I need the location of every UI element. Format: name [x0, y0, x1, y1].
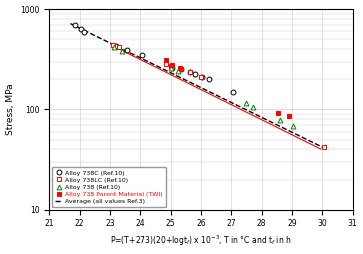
Alloy 738LC (Ref.10): [117, 46, 121, 49]
Average (all values Ref.3): [221, 97, 225, 100]
Alloy 738 (Ref.10): [291, 125, 295, 128]
Alloy 738 (Ref.10): [244, 102, 249, 105]
Alloy 738C (Ref.10): [231, 90, 235, 93]
Alloy 738C (Ref.10): [73, 24, 77, 27]
Alloy 738LC (Ref.10): [188, 70, 192, 73]
Alloy 738 Parent Material (TWI): [178, 66, 182, 69]
Alloy 738LC (Ref.10): [199, 75, 203, 78]
Alloy 738 (Ref.10): [120, 49, 124, 52]
Alloy 738LC (Ref.10): [164, 62, 168, 65]
Average (all values Ref.3): [302, 137, 306, 140]
Line: Alloy 738 Parent Material (TWI): Alloy 738 Parent Material (TWI): [164, 58, 291, 119]
Alloy 738 (Ref.10): [250, 106, 255, 109]
Alloy 738C (Ref.10): [188, 71, 192, 74]
Legend: Alloy 738C (Ref.10), Alloy 738LC (Ref.10), Alloy 738 (Ref.10), Alloy 738 Parent : Alloy 738C (Ref.10), Alloy 738LC (Ref.10…: [52, 167, 166, 207]
Line: Average (all values Ref.3): Average (all values Ref.3): [70, 24, 329, 150]
Alloy 738C (Ref.10): [193, 73, 197, 76]
Alloy 738C (Ref.10): [140, 53, 144, 56]
Alloy 738C (Ref.10): [125, 48, 129, 51]
Alloy 738C (Ref.10): [170, 66, 174, 69]
Alloy 738 Parent Material (TWI): [287, 115, 291, 118]
Alloy 738 (Ref.10): [176, 70, 180, 73]
Average (all values Ref.3): [69, 23, 73, 26]
Average (all values Ref.3): [326, 149, 331, 152]
Average (all values Ref.3): [226, 100, 231, 103]
Line: Alloy 738 (Ref.10): Alloy 738 (Ref.10): [112, 44, 296, 129]
Alloy 738C (Ref.10): [82, 30, 86, 34]
Alloy 738 Parent Material (TWI): [276, 112, 281, 115]
Average (all values Ref.3): [222, 97, 226, 100]
Alloy 738 Parent Material (TWI): [170, 63, 174, 66]
Line: Alloy 738LC (Ref.10): Alloy 738LC (Ref.10): [110, 43, 326, 150]
Y-axis label: Stress, MPa: Stress, MPa: [5, 84, 15, 135]
Alloy 738C (Ref.10): [79, 27, 83, 30]
Alloy 738C (Ref.10): [179, 68, 183, 71]
X-axis label: P=(T+273)(20+logt$_f$) x 10$^{-3}$, T in °C and t$_f$ in h: P=(T+273)(20+logt$_f$) x 10$^{-3}$, T in…: [110, 234, 292, 248]
Alloy 738 Parent Material (TWI): [164, 59, 168, 62]
Alloy 738LC (Ref.10): [322, 146, 326, 149]
Line: Alloy 738C (Ref.10): Alloy 738C (Ref.10): [73, 23, 235, 94]
Alloy 738LC (Ref.10): [111, 44, 115, 47]
Alloy 738C (Ref.10): [114, 44, 118, 47]
Alloy 738 (Ref.10): [278, 119, 282, 122]
Alloy 738 (Ref.10): [168, 67, 173, 70]
Alloy 738C (Ref.10): [206, 78, 211, 81]
Average (all values Ref.3): [68, 22, 73, 25]
Alloy 738C (Ref.10): [200, 75, 205, 78]
Alloy 738LC (Ref.10): [168, 65, 173, 68]
Alloy 738 (Ref.10): [112, 45, 117, 49]
Average (all values Ref.3): [286, 129, 290, 132]
Alloy 738LC (Ref.10): [179, 67, 183, 70]
